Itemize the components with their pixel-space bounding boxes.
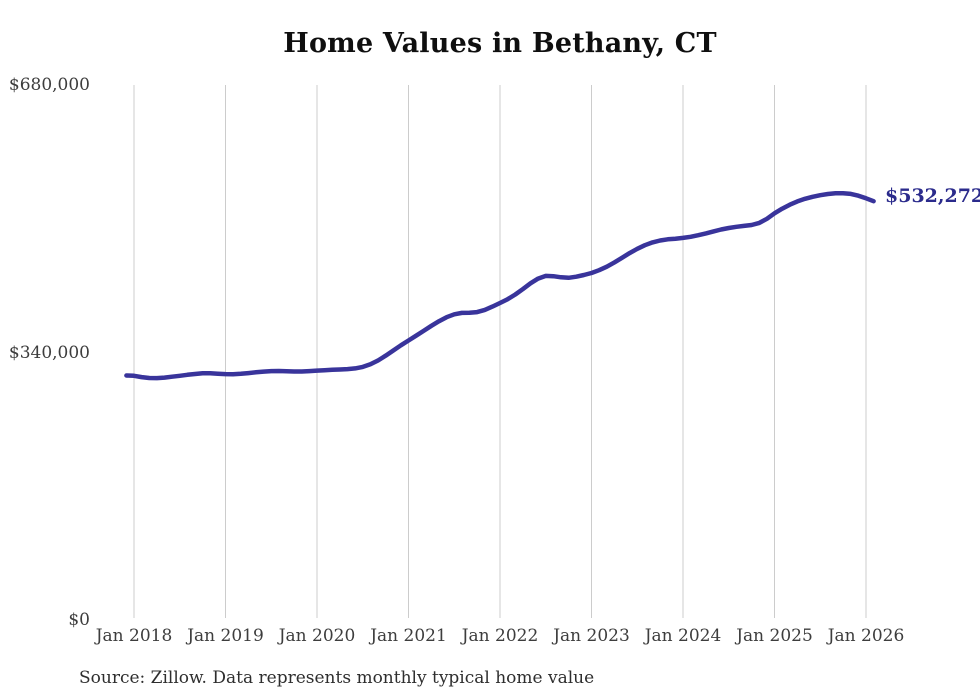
y-tick-label: $0: [68, 610, 90, 630]
y-tick-label: $680,000: [8, 75, 90, 95]
chart-title: Home Values in Bethany, CT: [283, 28, 717, 59]
x-tick-label: Jan 2019: [187, 626, 264, 646]
y-tick-label: $340,000: [8, 342, 90, 363]
x-tick-label: Jan 2025: [736, 626, 813, 646]
x-tick-label: Jan 2024: [644, 626, 722, 646]
latest-value-label: $532,272: [885, 185, 980, 208]
source-note: Source: Zillow. Data represents monthly …: [79, 668, 595, 688]
x-tick-label: Jan 2018: [95, 626, 173, 646]
home-value-line: [124, 190, 876, 381]
x-tick-label: Jan 2026: [827, 626, 905, 646]
x-tick-label: Jan 2021: [370, 626, 447, 646]
y-axis-labels: $680,000 $340,000 $0: [0, 0, 90, 699]
x-tick-label: Jan 2022: [461, 626, 539, 646]
year-gridlines: [133, 85, 867, 618]
x-tick-label: Jan 2020: [278, 626, 356, 646]
x-tick-label: Jan 2023: [553, 626, 630, 646]
